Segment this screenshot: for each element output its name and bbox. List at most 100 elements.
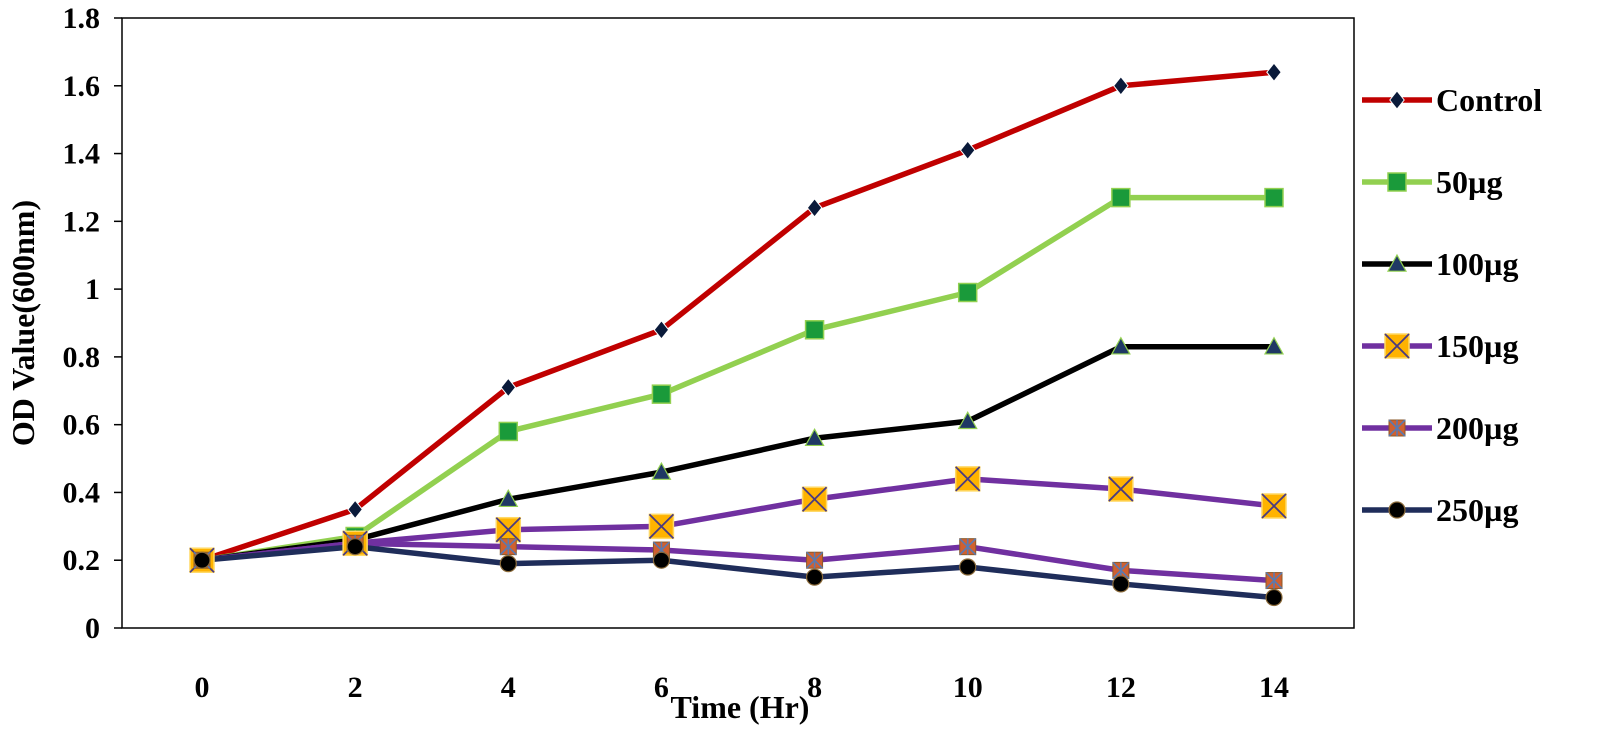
x-axis-title: Time (Hr) [671,689,810,725]
legend-label: 50µg [1436,164,1502,200]
series-150µg [201,476,1275,563]
series-layer [189,62,1287,607]
plot-area-border [121,17,1355,629]
marker-x-square-cross [1108,476,1134,502]
data-point [499,555,517,573]
data-point [652,551,671,569]
y-tick-label: 0.8 [63,341,101,374]
series-line [201,543,1275,601]
y-tick-label: 1 [85,273,100,306]
marker-x-square-cross [495,517,521,543]
data-point [193,551,211,569]
series-Control [201,69,1275,563]
y-tick-label: 1.2 [63,205,101,238]
data-point [804,427,825,447]
marker-x-square [1384,333,1410,359]
marker-star-square-cross [1265,571,1283,590]
data-point [1263,336,1285,355]
legend-label: 100µg [1436,246,1518,282]
series-line [201,69,1275,563]
series-points-250µg [193,538,1283,607]
series-line [201,540,1275,584]
series-100µg [201,343,1274,563]
legend: Control 50µg 100µg 150µg 200µg 250µg [1362,82,1542,528]
legend-item: 150µg [1362,328,1518,364]
data-point [806,197,823,218]
series-points-Control [194,62,1282,571]
legend-label: 200µg [1436,410,1518,446]
data-point [804,320,825,340]
y-tick-label: 1.8 [63,2,101,35]
x-tick-label: 6 [654,671,669,704]
data-point [495,516,522,543]
marker-star-square-cross [959,538,977,556]
data-point [651,461,672,480]
data-point [1112,575,1130,593]
data-point [1265,588,1283,607]
data-point [653,319,670,340]
legend-item: 100µg [1362,246,1518,282]
data-point [805,568,824,586]
data-point [954,466,981,492]
data-point [648,513,675,540]
legend-label: 250µg [1436,492,1518,528]
legend-label: Control [1436,82,1542,118]
y-axis-ticks: 0 0.2 0.4 0.6 0.8 1 1.2 1.4 1.6 1.8 [63,2,122,645]
data-point [957,282,978,303]
y-tick-label: 0.2 [63,544,101,577]
data-point [1111,187,1131,208]
data-point [499,538,517,556]
marker-x-square-cross [955,466,981,492]
data-point [651,384,672,404]
data-point [959,558,977,576]
marker-triangle [1386,253,1408,272]
data-point [1261,493,1287,519]
marker-star-square [1388,419,1406,437]
data-point [1108,476,1134,502]
marker-x-square-cross [648,513,675,539]
y-tick-label: 0.6 [63,409,101,442]
data-point [1266,62,1282,83]
legend-item: Control [1362,82,1542,118]
marker-star-square-cross [806,551,824,569]
data-point [806,551,824,569]
marker-circle [1388,501,1406,519]
data-point [959,538,977,556]
y-tick-label: 0.4 [63,476,101,509]
marker-star-square-cross [499,538,517,556]
data-point [957,411,978,430]
y-tick-label: 1.6 [63,70,101,103]
legend-item: 250µg [1362,492,1518,528]
marker-x-square-cross [1384,333,1410,359]
data-point [1113,75,1129,96]
series-250µg [201,543,1275,601]
data-point [1264,187,1284,208]
marker-square [1387,172,1407,192]
x-tick-label: 10 [953,671,983,704]
legend-label: 150µg [1436,328,1518,364]
data-point [347,499,363,520]
y-axis-title: OD Value(600nm) [5,200,41,446]
data-point [1112,561,1130,579]
legend-item: 50µg [1362,164,1502,200]
data-point [1265,571,1283,590]
data-point [498,421,519,442]
series-50µg [201,194,1274,563]
data-point [1110,336,1131,355]
x-tick-label: 2 [348,671,363,704]
y-tick-label: 0 [85,612,100,645]
x-tick-label: 12 [1106,671,1136,704]
x-tick-label: 14 [1259,671,1289,704]
data-point [801,486,828,512]
marker-x-square-cross [1261,493,1287,519]
marker-star-square-cross [1388,419,1406,437]
data-point [346,538,364,556]
y-tick-label: 1.4 [63,138,101,171]
data-point [500,377,517,398]
series-200µg [201,540,1275,584]
x-tick-label: 8 [807,671,822,704]
legend-item: 200µg [1362,410,1518,446]
marker-diamond [1389,90,1405,110]
series-line [201,343,1274,563]
